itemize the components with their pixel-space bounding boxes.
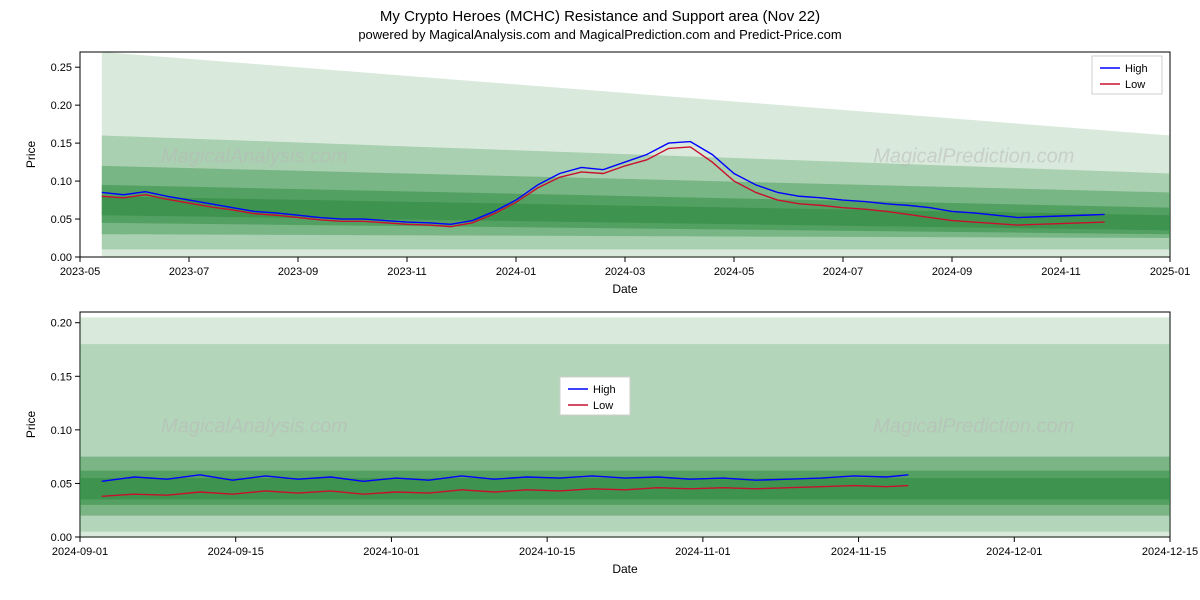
svg-text:MagicalAnalysis.com: MagicalAnalysis.com [161, 416, 348, 438]
sub-title: powered by MagicalAnalysis.com and Magic… [0, 27, 1200, 42]
legend: High Low [1092, 56, 1162, 94]
svg-text:High: High [1125, 63, 1148, 75]
svg-text:MagicalPrediction.com: MagicalPrediction.com [873, 416, 1074, 438]
svg-text:Price: Price [24, 411, 38, 439]
chart-top: 0.00 0.05 0.10 0.15 0.20 0.25 2023-05 2023-07 20… [0, 42, 1200, 302]
svg-text:0.15: 0.15 [51, 371, 72, 383]
svg-text:0.00: 0.00 [51, 252, 72, 264]
svg-text:2024-09: 2024-09 [932, 266, 972, 278]
svg-text:Date: Date [612, 562, 638, 576]
svg-text:2024-10-15: 2024-10-15 [519, 546, 575, 558]
svg-text:2024-07: 2024-07 [823, 266, 863, 278]
main-title: My Crypto Heroes (MCHC) Resistance and S… [0, 8, 1200, 25]
svg-text:2024-12-01: 2024-12-01 [986, 546, 1042, 558]
svg-text:0.10: 0.10 [51, 176, 72, 188]
svg-text:0.05: 0.05 [51, 214, 72, 226]
svg-text:Price: Price [24, 141, 38, 169]
svg-text:0.05: 0.05 [51, 478, 72, 490]
svg-text:2023-05: 2023-05 [60, 266, 100, 278]
svg-text:2023-09: 2023-09 [278, 266, 318, 278]
svg-text:2024-10-01: 2024-10-01 [363, 546, 419, 558]
svg-text:MagicalAnalysis.com: MagicalAnalysis.com [161, 146, 348, 168]
svg-text:2024-11-15: 2024-11-15 [831, 546, 886, 558]
svg-text:MagicalPrediction.com: MagicalPrediction.com [873, 146, 1074, 168]
svg-text:0.00: 0.00 [51, 532, 72, 544]
svg-text:2023-11: 2023-11 [387, 266, 427, 278]
svg-text:0.25: 0.25 [51, 62, 72, 74]
svg-text:2024-05: 2024-05 [714, 266, 754, 278]
svg-text:Low: Low [1125, 79, 1145, 91]
svg-text:2024-11: 2024-11 [1041, 266, 1081, 278]
svg-text:2025-01: 2025-01 [1150, 266, 1190, 278]
svg-text:Date: Date [612, 282, 638, 296]
svg-text:2024-09-15: 2024-09-15 [208, 546, 264, 558]
svg-text:2024-09-01: 2024-09-01 [52, 546, 108, 558]
svg-text:2023-07: 2023-07 [169, 266, 209, 278]
title-block: My Crypto Heroes (MCHC) Resistance and S… [0, 0, 1200, 42]
svg-text:Low: Low [593, 400, 613, 412]
legend: High Low [560, 377, 630, 415]
svg-text:2024-12-15: 2024-12-15 [1142, 546, 1198, 558]
svg-text:2024-11-01: 2024-11-01 [675, 546, 730, 558]
svg-text:0.20: 0.20 [51, 318, 72, 330]
svg-text:2024-01: 2024-01 [496, 266, 536, 278]
svg-text:High: High [593, 384, 616, 396]
svg-text:0.10: 0.10 [51, 425, 72, 437]
svg-text:2024-03: 2024-03 [605, 266, 645, 278]
chart-bottom: 0.00 0.05 0.10 0.15 0.20 2024-09-01 2024-09-15… [0, 302, 1200, 582]
svg-text:0.15: 0.15 [51, 138, 72, 150]
svg-text:0.20: 0.20 [51, 100, 72, 112]
